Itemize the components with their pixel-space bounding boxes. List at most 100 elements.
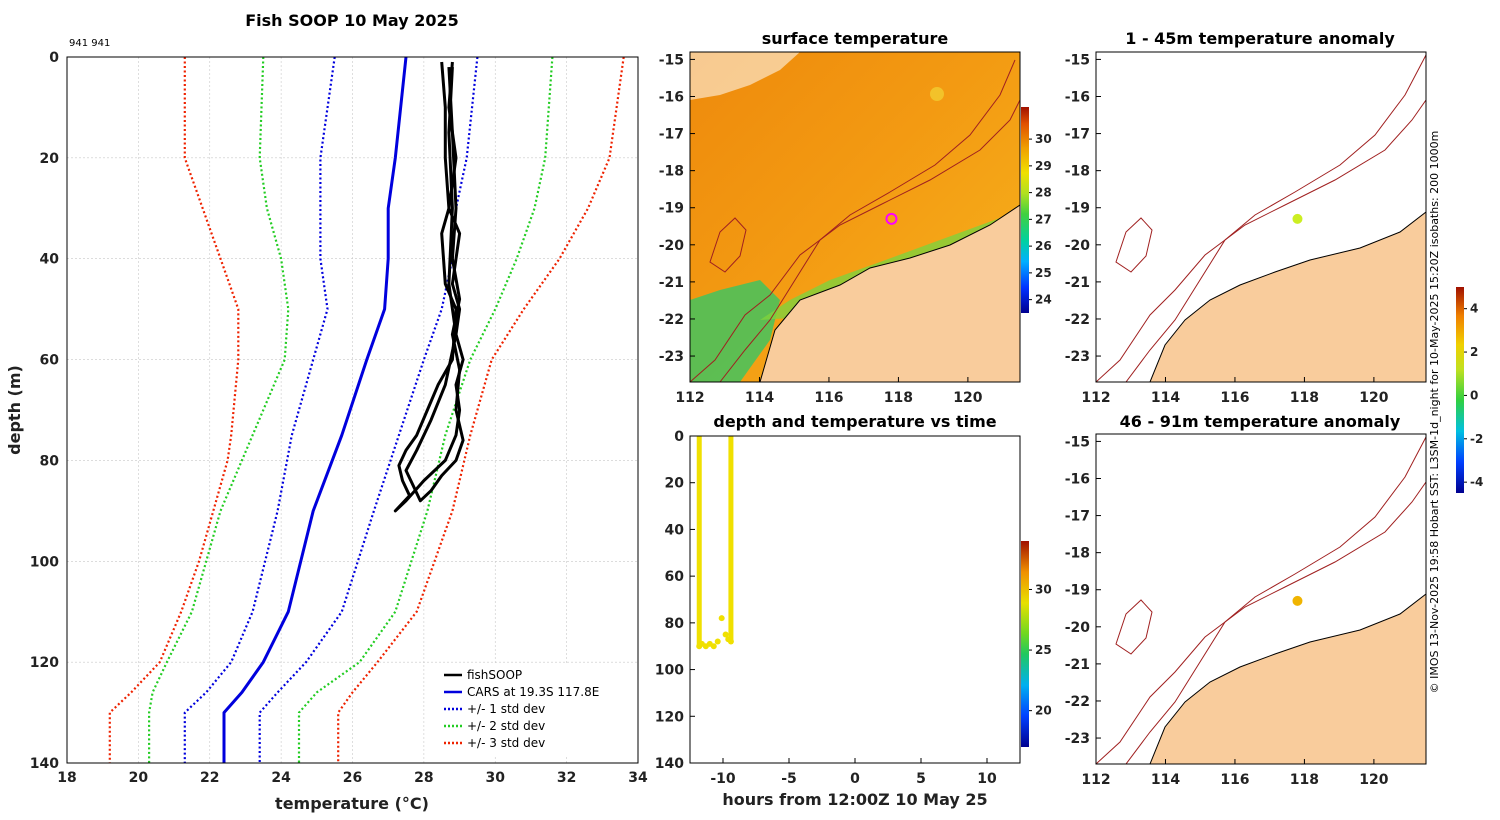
anomaly-upper-title: 1 - 45m temperature anomaly <box>1125 29 1395 48</box>
profile-series--1-std <box>258 56 479 763</box>
anomaly-lower-frame <box>1095 433 1427 765</box>
ts-y-tick-label: 0 <box>674 429 684 445</box>
plateau-isobath <box>1115 217 1153 273</box>
map-y-tick-label: -15 <box>1065 434 1090 450</box>
map-y-tick-label: -17 <box>1065 127 1090 143</box>
time-series-points <box>696 436 734 650</box>
profile-title: Fish SOOP 10 May 2025 <box>245 11 459 30</box>
fishsoop-location-marker <box>885 212 898 225</box>
sst-x-ticks: 112 114 116 118 120 <box>675 377 983 406</box>
ts-point <box>722 631 729 638</box>
colorbar-tick-label: 2 <box>1470 345 1478 359</box>
map-y-tick-label: -15 <box>1065 52 1090 68</box>
isobath-200m <box>1096 99 1426 382</box>
map-y-tick-label: -23 <box>1065 731 1090 747</box>
map-x-tick-label: 116 <box>1220 390 1249 406</box>
anomaly-lower-title: 46 - 91m temperature anomaly <box>1120 412 1401 431</box>
anomaly-upper-point <box>1292 213 1303 224</box>
time-series-title: depth and temperature vs time <box>713 412 996 431</box>
map-y-tick-label: -18 <box>1065 164 1090 180</box>
time-series-panel: depth and temperature vs time -10 -5 0 5 10 … <box>655 412 1052 809</box>
profile-series--2-std <box>297 56 554 763</box>
map-y-tick-label: -23 <box>659 349 684 365</box>
map-y-tick-label: -20 <box>1065 620 1091 636</box>
profile-x-tick-label: 32 <box>557 770 576 786</box>
map-x-tick-label: 118 <box>1290 390 1319 406</box>
ts-point <box>714 638 721 645</box>
profile-grid <box>66 56 639 764</box>
isobath-200m <box>690 99 1020 382</box>
map-y-tick-label: -17 <box>659 127 684 143</box>
profile-y-tick-label: 60 <box>40 353 60 369</box>
map-x-tick-label: 118 <box>884 390 913 406</box>
time-series-x-ticks: -10 -5 0 5 10 <box>710 758 997 787</box>
map-y-tick-label: -18 <box>1065 546 1090 562</box>
ts-y-tick-label: 100 <box>655 663 684 679</box>
colorbar-tick-label: 25 <box>1035 266 1052 280</box>
map-y-tick-label: -20 <box>659 238 685 254</box>
legend-box <box>437 664 633 756</box>
colorbar-tick-label: 25 <box>1035 643 1052 657</box>
profile-y-tick-label: 120 <box>30 655 59 671</box>
sst-map-title: surface temperature <box>762 29 949 48</box>
map-x-tick-label: 120 <box>1359 390 1388 406</box>
profile-series--3-std <box>337 56 625 763</box>
anomaly-upper-y-ticks: -15 -16 -17 -18 -19 -20 -21 -22 -23 <box>1065 52 1101 365</box>
map-y-tick-label: -22 <box>659 312 684 328</box>
profile-y-tick-label: 140 <box>30 756 59 772</box>
profile-y-tick-label: 100 <box>30 554 59 570</box>
profile-series-fishsoop <box>404 67 465 503</box>
isobath-1000m <box>1125 436 1426 764</box>
colorbar-tick-label: -4 <box>1470 475 1483 489</box>
profile-y-ticks: 0 20 40 60 80 100 120 140 <box>30 50 59 772</box>
anomaly-upper-panel: 1 - 45m temperature anomaly 112 114 116 118… <box>1065 29 1427 406</box>
time-series-x-label: hours from 12:00Z 10 May 25 <box>722 790 987 809</box>
time-series-frame <box>689 435 1021 764</box>
ts-point <box>710 643 717 650</box>
map-y-tick-label: -19 <box>1065 583 1090 599</box>
profile-y-tick-label: 80 <box>40 453 60 469</box>
ts-point <box>718 615 725 622</box>
map-y-tick-label: -21 <box>659 275 684 291</box>
map-x-tick-label: 112 <box>1081 390 1110 406</box>
ts-y-tick-label: 60 <box>665 569 685 585</box>
ts-y-tick-label: 20 <box>665 476 685 492</box>
colorbar-tick-label: 29 <box>1035 159 1052 173</box>
profile-x-tick-label: 22 <box>200 770 219 786</box>
map-x-tick-label: 120 <box>953 390 982 406</box>
map-y-tick-label: -18 <box>659 164 684 180</box>
ts-y-tick-label: 40 <box>665 522 685 538</box>
colorbar-tick-label: 27 <box>1035 212 1052 226</box>
map-x-tick-label: 118 <box>1290 772 1319 788</box>
profile-x-tick-label: 30 <box>486 770 506 786</box>
land <box>759 204 1020 382</box>
map-y-tick-label: -21 <box>1065 657 1090 673</box>
anomaly-colorbar <box>1456 287 1464 493</box>
sst-map-panel: surface temperature 112 114 116 118 120 -15-… <box>659 29 1052 406</box>
anomaly-lower-y-ticks: -15 -16 -17 -18 -19 -20 -21 -22 -23 <box>1065 434 1101 747</box>
sst-map-frame <box>689 51 1021 383</box>
anomaly-upper-content <box>1096 54 1426 382</box>
map-y-tick-label: -16 <box>1065 89 1090 105</box>
map-x-tick-label: 114 <box>1151 390 1180 406</box>
anomaly-upper-x-ticks: 112 114 116 118 120 <box>1081 377 1389 406</box>
ts-y-tick-label: 80 <box>665 616 685 632</box>
ts-y-tick-label: 120 <box>655 709 684 725</box>
legend-label-cars: CARS at 19.3S 117.8E <box>467 685 599 699</box>
anomaly-upper-frame <box>1095 51 1427 383</box>
legend-label-std2: +/- 2 std dev <box>467 719 545 733</box>
profile-series--2-std <box>148 56 290 763</box>
isobath-1000m <box>1125 54 1426 382</box>
profile-x-tick-label: 26 <box>343 770 362 786</box>
profile-series-fishsoop <box>393 61 465 513</box>
sst-colorbar <box>1021 107 1029 313</box>
legend-label-std1: +/- 1 std dev <box>467 702 545 716</box>
profile-x-tick-label: 34 <box>628 770 648 786</box>
profile-frame <box>66 56 639 764</box>
sst-colorbar-ticks: 24 25 26 27 28 29 30 <box>1029 132 1052 307</box>
profile-y-label: depth (m) <box>5 365 24 455</box>
anomaly-lower-x-ticks: 112 114 116 118 120 <box>1081 759 1389 788</box>
profile-y-tick-label: 20 <box>40 151 60 167</box>
colorbar-tick-label: 0 <box>1470 388 1478 402</box>
map-x-tick-label: 112 <box>675 390 704 406</box>
